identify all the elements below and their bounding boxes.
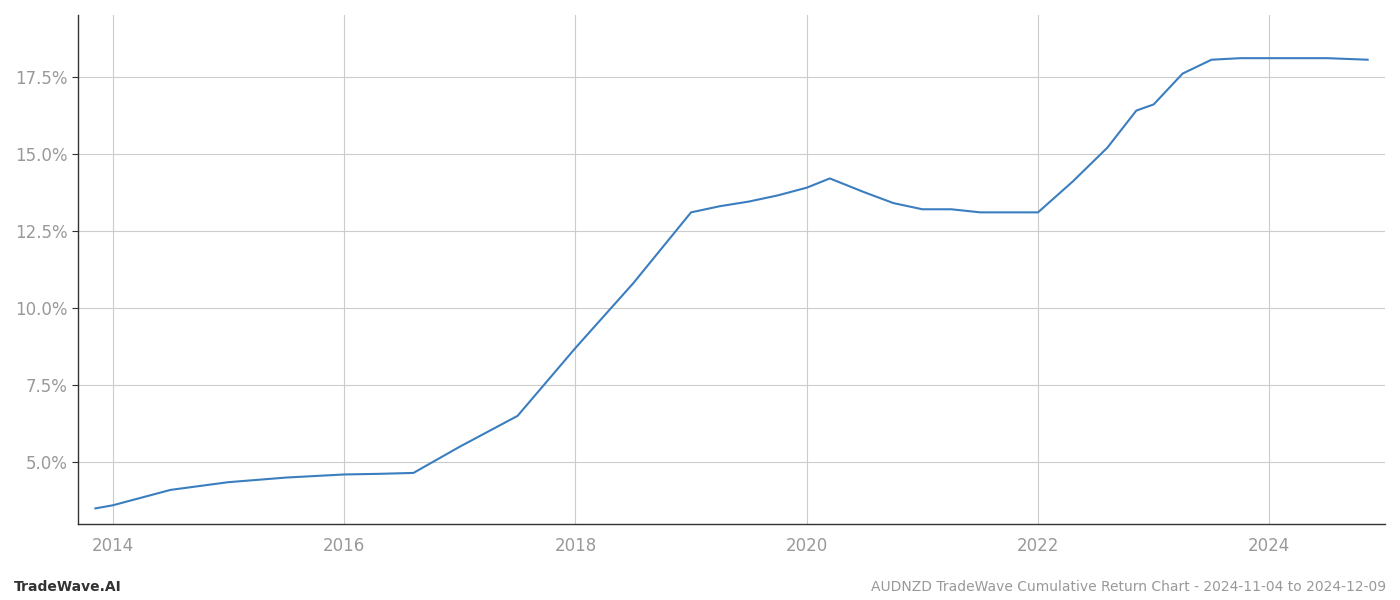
Text: TradeWave.AI: TradeWave.AI — [14, 580, 122, 594]
Text: AUDNZD TradeWave Cumulative Return Chart - 2024-11-04 to 2024-12-09: AUDNZD TradeWave Cumulative Return Chart… — [871, 580, 1386, 594]
